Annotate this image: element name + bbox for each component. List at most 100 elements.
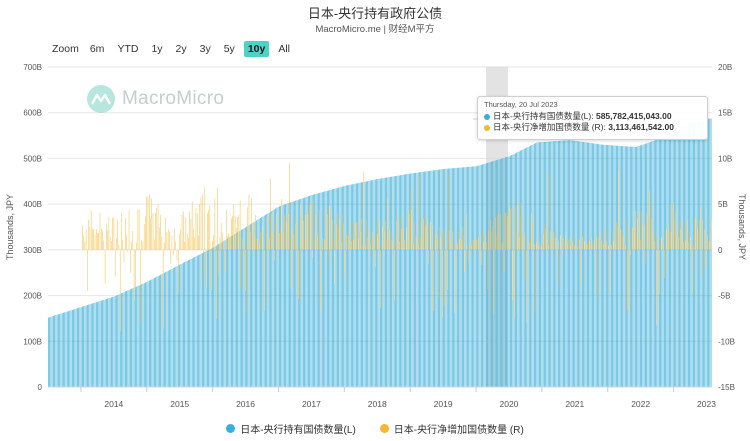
zoom-2y-button[interactable]: 2y xyxy=(175,43,187,55)
holdings-bar xyxy=(464,167,466,387)
net-increase-bar xyxy=(409,213,410,250)
net-increase-bar xyxy=(468,249,469,263)
net-increase-bar xyxy=(680,228,681,250)
net-increase-bar xyxy=(445,232,447,250)
net-increase-bar xyxy=(465,214,467,250)
holdings-bar xyxy=(212,247,213,387)
net-increase-bar xyxy=(400,216,401,250)
net-increase-bar xyxy=(125,217,126,250)
net-increase-bar xyxy=(172,249,174,255)
right-axis-tick-label: 10B xyxy=(718,154,732,163)
net-increase-bar xyxy=(522,235,524,250)
net-increase-bar xyxy=(467,245,468,250)
holdings-bar xyxy=(304,197,305,387)
right-axis-tick-label: 5B xyxy=(718,200,728,209)
net-increase-bar xyxy=(578,238,579,250)
zoom-all-button[interactable]: All xyxy=(278,43,291,55)
holdings-bar xyxy=(669,135,670,387)
holdings-bar xyxy=(473,166,475,387)
right-axis-tick-label: -15B xyxy=(718,383,735,392)
net-increase-bar xyxy=(237,217,238,250)
holdings-bar xyxy=(696,121,698,387)
net-increase-bar xyxy=(584,241,586,250)
holdings-bar xyxy=(602,144,603,387)
zoom-10y-button[interactable]: 10y xyxy=(243,41,270,57)
net-increase-bar xyxy=(679,221,680,250)
holdings-bar xyxy=(262,216,264,387)
holdings-bar xyxy=(243,228,245,387)
holdings-bar xyxy=(157,276,159,387)
net-increase-bar xyxy=(494,217,496,250)
zoom-3y-button[interactable]: 3y xyxy=(199,43,211,55)
legend-item-net-increase[interactable]: 日本-央行净增加国债数量 (R) xyxy=(379,421,524,436)
holdings-bar xyxy=(579,141,581,387)
holdings-bar xyxy=(194,256,196,387)
holdings-bar xyxy=(95,302,97,387)
legend: 日本-央行持有国债数量(L) 日本-央行净增加国债数量 (R) xyxy=(0,421,750,436)
net-increase-bar xyxy=(279,232,280,250)
holdings-bar xyxy=(191,258,193,387)
holdings-bar xyxy=(48,317,49,387)
tooltip: Thursday, 20 Jul 2023 日本-央行持有国债数量(L): 58… xyxy=(477,96,708,140)
x-axis-tick-label: 2015 xyxy=(170,399,189,409)
zoom-ytd-button[interactable]: YTD xyxy=(117,43,139,55)
net-increase-bar xyxy=(595,236,597,250)
net-increase-bar xyxy=(243,242,245,250)
holdings-bar xyxy=(400,175,401,387)
holdings-bar xyxy=(546,141,548,387)
net-increase-bar xyxy=(248,194,250,250)
net-increase-bar xyxy=(344,249,346,279)
net-increase-bar xyxy=(701,220,703,250)
holdings-bar xyxy=(103,299,105,387)
zoom-6m-button[interactable]: 6m xyxy=(89,43,105,55)
net-increase-bar xyxy=(135,249,136,290)
holdings-bar xyxy=(268,212,270,387)
net-increase-bar xyxy=(624,245,626,250)
holdings-bar xyxy=(272,210,274,387)
holdings-bar xyxy=(225,239,227,387)
legend-item-holdings[interactable]: 日本-央行持有国债数量(L) xyxy=(226,421,356,436)
zoom-1y-button[interactable]: 1y xyxy=(151,43,163,55)
net-increase-bar xyxy=(286,221,288,250)
holdings-bar xyxy=(613,145,615,387)
holdings-bar xyxy=(77,308,78,387)
holdings-bar xyxy=(450,168,452,387)
net-increase-bar xyxy=(665,231,666,250)
net-increase-bar xyxy=(431,225,433,250)
net-increase-bar xyxy=(228,233,230,250)
net-increase-bar xyxy=(94,234,96,250)
net-increase-bar xyxy=(629,249,631,256)
holdings-bar xyxy=(626,146,627,387)
net-increase-bar xyxy=(165,217,166,250)
x-axis-tick-label: 2022 xyxy=(631,399,650,409)
net-increase-bar xyxy=(449,230,450,250)
net-increase-bar xyxy=(188,237,189,250)
net-increase-bar xyxy=(622,236,623,250)
net-increase-bar xyxy=(484,235,486,250)
watermark-text: MacroMicro xyxy=(122,88,225,109)
net-increase-bar xyxy=(164,242,165,250)
net-increase-bar xyxy=(405,243,406,250)
net-increase-bar xyxy=(412,244,414,250)
holdings-bar xyxy=(93,303,95,387)
holdings-bar xyxy=(228,237,230,387)
tooltip-date: Thursday, 20 Jul 2023 xyxy=(484,100,558,109)
net-increase-bar xyxy=(292,233,294,250)
holdings-bar xyxy=(592,143,593,387)
right-axis-tick-label: 15B xyxy=(718,109,732,118)
holdings-bar xyxy=(528,146,530,387)
net-increase-bar xyxy=(460,239,462,250)
net-increase-bar xyxy=(326,214,328,250)
net-increase-bar xyxy=(511,208,512,250)
holdings-bar xyxy=(166,271,168,387)
holdings-bar xyxy=(507,156,509,387)
net-increase-bar xyxy=(703,249,704,276)
zoom-5y-button[interactable]: 5y xyxy=(223,43,235,55)
net-increase-bar xyxy=(587,245,588,250)
net-increase-bar xyxy=(249,231,251,250)
holdings-bar xyxy=(56,314,58,387)
holdings-bar xyxy=(531,145,533,387)
holdings-bar xyxy=(302,197,304,387)
net-increase-bar xyxy=(231,218,232,250)
